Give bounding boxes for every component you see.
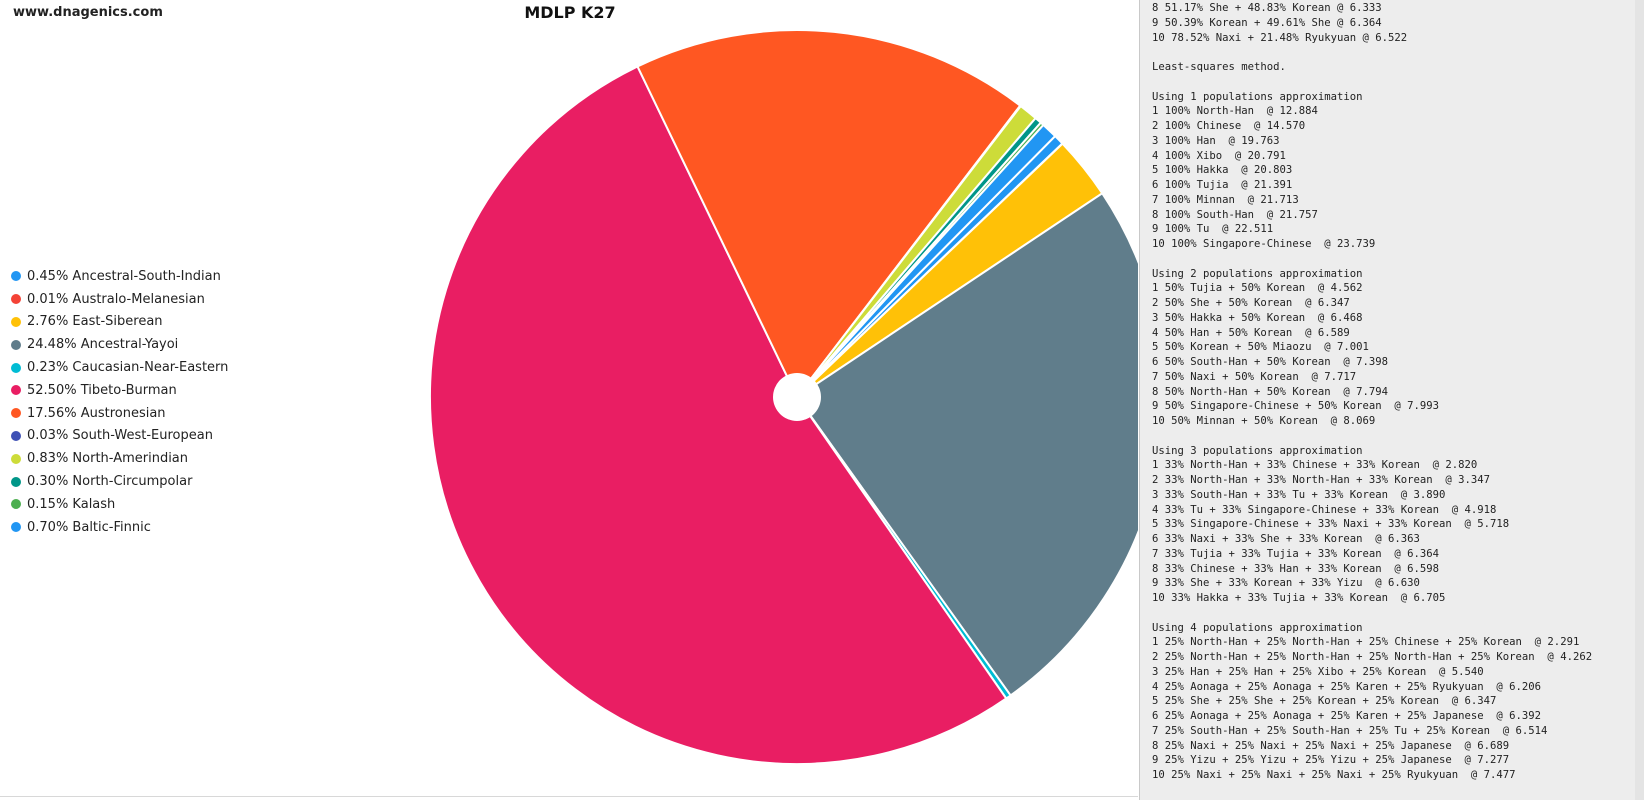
legend-label: 17.56% Austronesian <box>27 405 166 421</box>
legend-marker <box>11 453 21 464</box>
legend-label: 0.03% South-West-European <box>27 428 213 444</box>
scrollbar[interactable] <box>1635 0 1644 800</box>
legend-label: 0.83% North-Amerindian <box>27 451 189 467</box>
legend-label: 0.23% Caucasian-Near-Eastern <box>27 360 229 376</box>
legend-item[interactable]: 17.56% Austronesian <box>11 402 228 425</box>
legend-label: 0.30% North-Circumpolar <box>27 474 193 490</box>
legend-marker <box>11 385 21 396</box>
legend-marker <box>11 271 21 282</box>
legend-label: 0.45% Ancestral-South-Indian <box>27 268 221 284</box>
legend-item[interactable]: 2.76% East-Siberean <box>11 311 228 334</box>
pie-slice-baltic-finnic[interactable] <box>796 123 1057 398</box>
output-panel[interactable]: 8 51.17% She + 48.83% Korean @ 6.333 9 5… <box>1139 0 1644 800</box>
donut-hole <box>773 373 821 421</box>
legend-item[interactable]: 24.48% Ancestral-Yayoi <box>11 333 228 356</box>
legend-marker <box>11 408 21 419</box>
pie-chart <box>429 29 1138 765</box>
output-text: 8 51.17% She + 48.83% Korean @ 6.333 9 5… <box>1152 2 1593 781</box>
legend-marker <box>11 339 21 350</box>
legend-item[interactable]: 0.30% North-Circumpolar <box>11 470 228 493</box>
legend-marker <box>11 522 21 533</box>
site-label: www.dnagenics.com <box>13 5 163 20</box>
legend-marker <box>11 362 21 373</box>
pie-slice-ancestral-yayoi[interactable] <box>795 191 1138 697</box>
legend-label: 24.48% Ancestral-Yayoi <box>27 337 179 353</box>
legend-item[interactable]: 0.70% Baltic-Finnic <box>11 516 228 539</box>
legend-marker <box>11 476 21 487</box>
chart-title: MDLP K27 <box>524 3 616 22</box>
legend-item[interactable]: 0.01% Australo-Melanesian <box>11 288 228 311</box>
legend-item[interactable]: 0.03% South-West-European <box>11 425 228 448</box>
legend-label: 0.15% Kalash <box>27 496 116 512</box>
legend-item[interactable]: 0.83% North-Amerindian <box>11 447 228 470</box>
legend-label: 0.70% Baltic-Finnic <box>27 519 151 535</box>
legend-item[interactable]: 0.23% Caucasian-Near-Eastern <box>11 356 228 379</box>
pie-slice-tibeto-burman[interactable] <box>429 65 1008 765</box>
legend-marker <box>11 294 21 305</box>
chart-panel: www.dnagenics.com MDLP K27 0.45% Ancestr… <box>0 3 1138 797</box>
legend: 0.45% Ancestral-South-Indian 0.01% Austra… <box>11 265 228 539</box>
legend-marker <box>11 316 21 327</box>
legend-label: 2.76% East-Siberean <box>27 314 163 330</box>
legend-label: 52.50% Tibeto-Burman <box>27 382 177 398</box>
legend-item[interactable]: 52.50% Tibeto-Burman <box>11 379 228 402</box>
legend-item[interactable]: 0.45% Ancestral-South-Indian <box>11 265 228 288</box>
legend-marker <box>11 430 21 441</box>
pie-slice-austronesian[interactable] <box>636 29 1022 399</box>
legend-label: 0.01% Australo-Melanesian <box>27 291 205 307</box>
legend-item[interactable]: 0.15% Kalash <box>11 493 228 516</box>
legend-marker <box>11 499 21 510</box>
